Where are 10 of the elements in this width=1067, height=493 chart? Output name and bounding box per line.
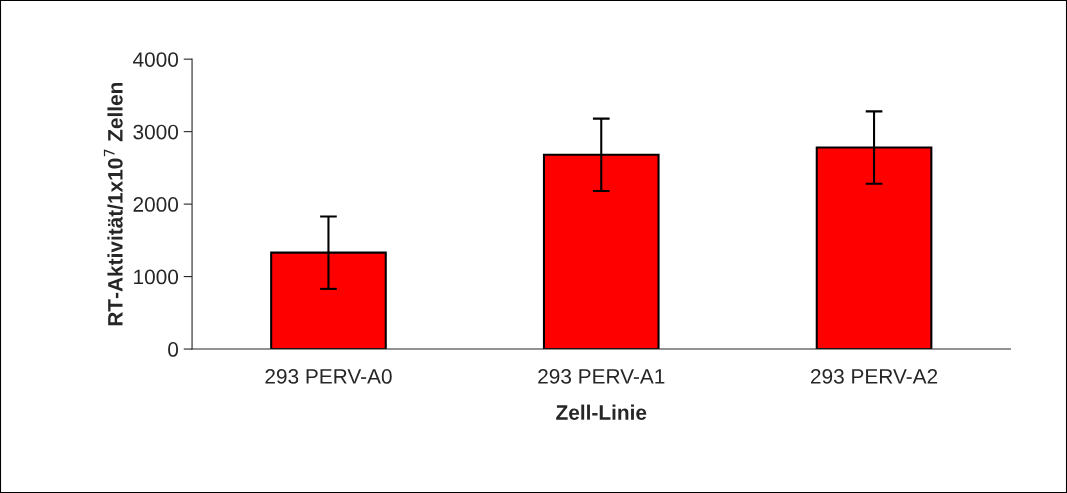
y-tick-label: 2000 [133,197,179,212]
x-tick-label: 293 PERV-A1 [538,369,665,384]
y-tick-label: 0 [168,342,179,357]
y-tick-label: 4000 [133,52,179,67]
y-axis-title: RT-Aktivität/1x10$^{7}$ Zellen [103,82,123,326]
x-axis-title: Zell-Linie [556,404,647,420]
x-tick-label: 293 PERV-A2 [811,369,938,384]
y-tick-label: 1000 [134,269,179,285]
y-tick-label: 3000 [133,124,179,140]
x-tick-label: 293 PERV-A0 [265,369,392,384]
